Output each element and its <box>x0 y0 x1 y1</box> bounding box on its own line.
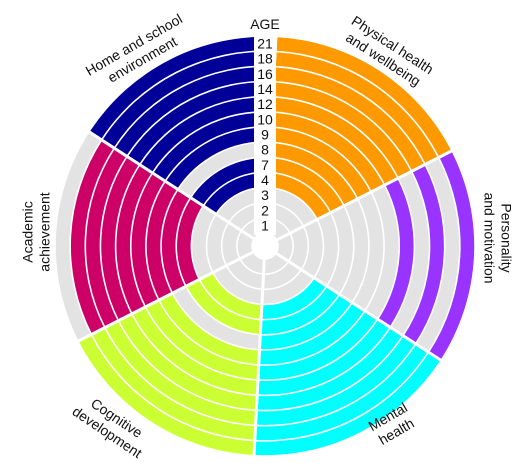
age-label-4: 4 <box>261 172 269 188</box>
age-label-12: 12 <box>257 96 273 112</box>
segment-cognitive-development-age-9 <box>159 293 260 365</box>
segment-mental-health-age-8 <box>259 294 352 350</box>
segment-academic-achievement-age-1 <box>237 231 254 259</box>
segment-cognitive-development-age-1 <box>240 252 265 274</box>
segment-physical-health-and-wellbeing-age-14 <box>272 82 411 178</box>
domain-label-line: Personality <box>499 203 515 272</box>
segment-academic-achievement-age-21 <box>55 132 101 341</box>
age-header: AGE <box>250 16 280 32</box>
segment-physical-health-and-wellbeing-age-3 <box>267 188 317 226</box>
segment-cognitive-development-age-4 <box>200 272 262 319</box>
domain-separator <box>86 129 255 241</box>
age-label-14: 14 <box>257 81 273 97</box>
age-label-18: 18 <box>257 51 273 67</box>
segment-academic-achievement-age-14 <box>101 156 140 321</box>
age-label-8: 8 <box>261 142 269 158</box>
age-label-10: 10 <box>257 111 273 127</box>
segment-mental-health-age-10 <box>258 311 377 380</box>
segment-personality-and-motivation-age-12 <box>378 178 414 327</box>
segment-mental-health-age-18 <box>254 344 428 441</box>
segment-personality-and-motivation-age-14 <box>390 171 429 336</box>
segment-academic-achievement-age-4 <box>192 206 216 280</box>
domain-label-line: achievement <box>37 192 53 271</box>
segment-academic-achievement-age-18 <box>70 140 114 335</box>
segment-personality-and-motivation-age-3 <box>301 219 323 278</box>
segment-mental-health-age-7 <box>260 286 339 334</box>
age-label-1: 1 <box>261 217 269 233</box>
segment-physical-health-and-wellbeing-age-4 <box>268 173 330 220</box>
domain-separator <box>275 251 444 363</box>
age-label-3: 3 <box>261 187 269 203</box>
segment-mental-health-age-9 <box>258 303 365 365</box>
segment-personality-and-motivation-age-18 <box>416 157 460 352</box>
segment-personality-and-motivation-age-10 <box>365 185 399 319</box>
segment-cognitive-development-age-8 <box>173 286 261 349</box>
segment-mental-health-age-21 <box>254 352 441 456</box>
segment-cognitive-development-age-7 <box>186 279 262 334</box>
age-strip <box>254 32 276 235</box>
segment-cognitive-development-age-21 <box>78 334 255 455</box>
segment-personality-and-motivation-age-4 <box>314 212 338 286</box>
age-label-21: 21 <box>257 36 273 52</box>
segment-cognitive-development-age-10 <box>146 300 259 380</box>
segment-mental-health-age-4 <box>261 278 327 319</box>
segment-physical-health-and-wellbeing-age-12 <box>272 97 398 185</box>
segment-academic-achievement-age-2 <box>222 222 241 266</box>
segment-physical-health-and-wellbeing-age-21 <box>275 37 452 158</box>
segment-cognitive-development-age-18 <box>92 327 256 440</box>
segment-personality-and-motivation-age-2 <box>289 226 308 270</box>
segment-home-and-school-environment-age-9 <box>165 127 272 189</box>
age-label-9: 9 <box>261 127 269 143</box>
segment-physical-health-and-wellbeing-age-16 <box>273 67 425 171</box>
segment-cognitive-development-age-14 <box>119 314 258 410</box>
segment-mental-health-age-14 <box>256 327 403 410</box>
segment-physical-health-and-wellbeing-age-7 <box>268 158 344 213</box>
segment-home-and-school-environment-age-4 <box>203 173 269 214</box>
segment-academic-achievement-age-3 <box>207 214 229 273</box>
segment-home-and-school-environment-age-7 <box>191 158 270 206</box>
age-label-16: 16 <box>257 66 273 82</box>
segment-academic-achievement-age-7 <box>177 198 203 286</box>
segment-physical-health-and-wellbeing-age-10 <box>271 112 384 192</box>
segment-academic-achievement-age-10 <box>131 173 165 307</box>
segment-cognitive-development-age-2 <box>227 259 264 289</box>
domain-separator <box>75 250 255 344</box>
segment-cognitive-development-age-3 <box>213 266 263 304</box>
segment-academic-achievement-age-8 <box>161 189 190 293</box>
segment-physical-health-and-wellbeing-age-8 <box>269 143 357 206</box>
domain-label-line: and motivation <box>482 192 498 283</box>
segment-personality-and-motivation-age-1 <box>276 233 293 261</box>
segment-mental-health-age-3 <box>261 270 314 304</box>
domain-label-academic-achievement: Academic achievement <box>20 192 53 271</box>
wheel-background <box>54 35 476 457</box>
segment-academic-achievement-age-16 <box>86 148 127 328</box>
segment-cognitive-development-age-12 <box>132 307 258 395</box>
domain-separator <box>275 148 455 242</box>
segment-mental-health-age-16 <box>255 336 416 425</box>
segment-physical-health-and-wellbeing-age-9 <box>270 127 371 199</box>
domain-separator <box>252 258 266 458</box>
segment-mental-health-age-12 <box>257 319 390 395</box>
domain-label-line: Academic <box>20 201 36 262</box>
segment-home-and-school-environment-age-8 <box>178 142 271 198</box>
segment-personality-and-motivation-age-16 <box>403 164 444 344</box>
segment-academic-achievement-age-12 <box>116 165 152 314</box>
segment-personality-and-motivation-age-8 <box>340 199 369 303</box>
segment-mental-health-age-2 <box>262 261 301 289</box>
segment-physical-health-and-wellbeing-age-18 <box>274 52 438 165</box>
segment-personality-and-motivation-age-7 <box>327 206 353 294</box>
ring-segments <box>54 34 476 458</box>
segment-personality-and-motivation-age-9 <box>352 192 384 311</box>
segment-cognitive-development-age-16 <box>105 321 257 425</box>
segment-academic-achievement-age-9 <box>146 181 178 300</box>
segment-personality-and-motivation-age-21 <box>429 151 475 360</box>
age-label-7: 7 <box>261 157 269 173</box>
age-label-2: 2 <box>261 202 269 218</box>
